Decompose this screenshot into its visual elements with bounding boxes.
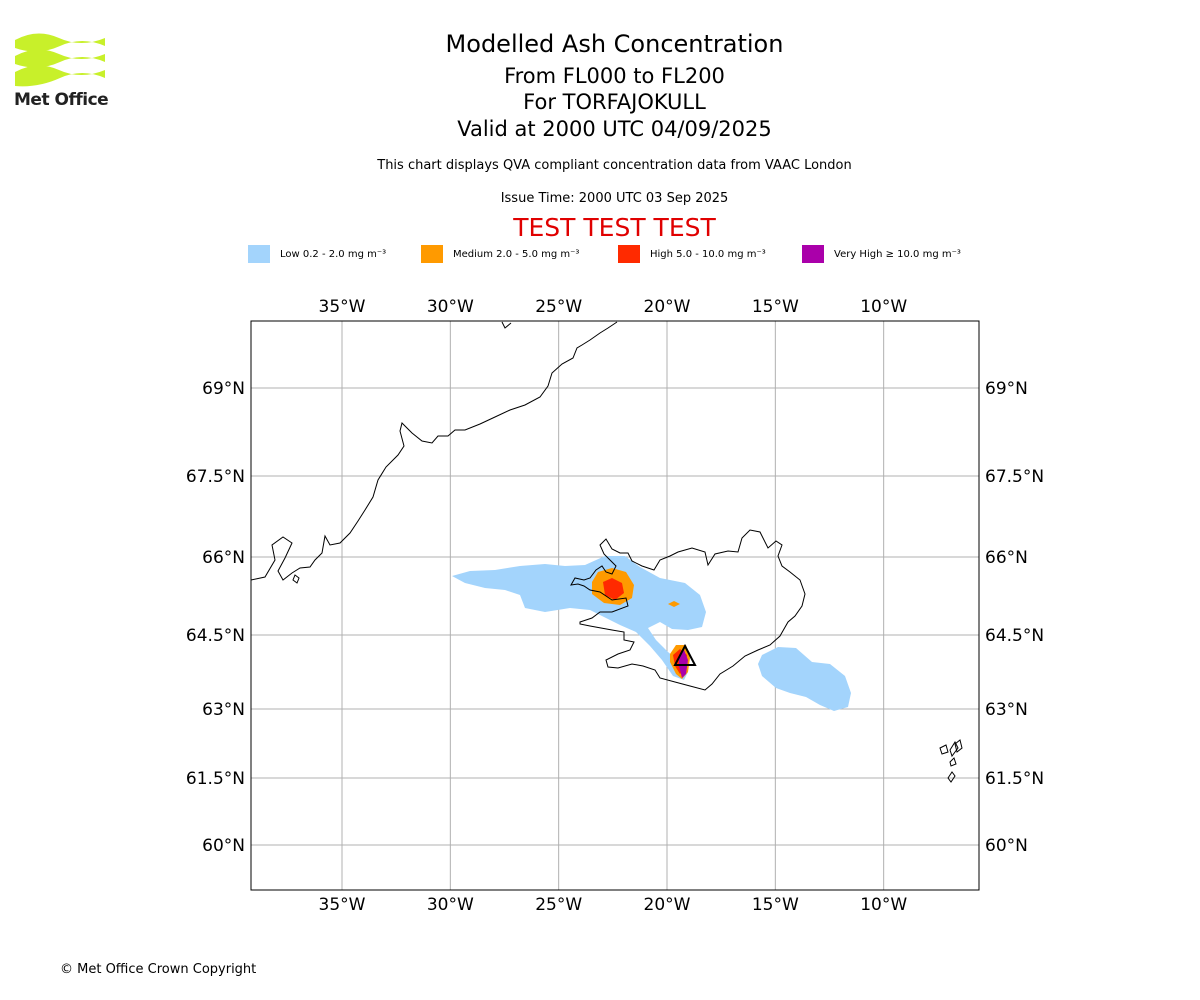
lat-tick-label-left: 66°N <box>202 548 245 568</box>
ash-zone-low-east <box>758 647 851 711</box>
legend-swatch-high <box>618 245 640 263</box>
legend-swatch-very-high <box>802 245 824 263</box>
lon-tick-label-bottom: 15°W <box>752 895 799 915</box>
faroe-island-1 <box>939 744 949 755</box>
legend-swatch-low <box>248 245 270 263</box>
iceland-coastline <box>570 529 806 691</box>
legend-item-high: High 5.0 - 10.0 mg m⁻³ <box>618 244 766 264</box>
faroe-island-3 <box>954 739 963 753</box>
faroe-island-4 <box>949 757 957 767</box>
lat-tick-label-right: 67.5°N <box>985 467 1044 487</box>
volcano-name: For TORFAJOKULL <box>523 90 706 114</box>
met-office-logo-waves <box>15 33 105 87</box>
lon-tick-label-top: 30°W <box>427 297 474 317</box>
lat-tick-label-left: 61.5°N <box>186 769 245 789</box>
legend-item-medium: Medium 2.0 - 5.0 mg m⁻³ <box>421 244 579 264</box>
small-island <box>292 574 300 584</box>
faroe-island-2 <box>949 740 959 758</box>
legend-label-high: High 5.0 - 10.0 mg m⁻³ <box>650 248 766 260</box>
legend-label-very-high: Very High ≥ 10.0 mg m⁻³ <box>834 248 961 260</box>
met-office-logo: Met Office <box>12 30 112 112</box>
lat-tick-label-right: 60°N <box>985 836 1028 856</box>
lon-tick-label-top: 20°W <box>644 297 691 317</box>
lon-tick-label-bottom: 25°W <box>535 895 582 915</box>
lat-tick-label-right: 66°N <box>985 548 1028 568</box>
greenland-coastline <box>251 321 618 581</box>
issue-time: Issue Time: 2000 UTC 03 Sep 2025 <box>500 191 729 206</box>
logo-text: Met Office <box>14 90 109 110</box>
tick-labels: 35°W 35°W 30°W 30°W 25°W 25°W 20°W 20°W 15°W 15°W… <box>186 297 1044 915</box>
legend-item-very-high: Very High ≥ 10.0 mg m⁻³ <box>802 244 961 264</box>
lon-tick-label-top: 35°W <box>319 297 366 317</box>
lon-tick-label-top: 15°W <box>752 297 799 317</box>
coastlines <box>251 321 963 783</box>
lat-tick-label-left: 64.5°N <box>186 626 245 646</box>
copyright-notice: © Met Office Crown Copyright <box>60 962 257 977</box>
lat-tick-label-left: 60°N <box>202 836 245 856</box>
lon-tick-label-bottom: 10°W <box>860 895 907 915</box>
lon-tick-label-bottom: 30°W <box>427 895 474 915</box>
legend-label-medium: Medium 2.0 - 5.0 mg m⁻³ <box>453 248 580 260</box>
lon-tick-label-bottom: 35°W <box>319 895 366 915</box>
lat-tick-label-right: 61.5°N <box>985 769 1044 789</box>
map-frame <box>250 320 980 891</box>
legend-item-low: Low 0.2 - 2.0 mg m⁻³ <box>248 244 386 264</box>
lon-tick-label-top: 25°W <box>535 297 582 317</box>
ash-zone-low-main <box>452 556 706 680</box>
flight-level-range: From FL000 to FL200 <box>504 64 725 88</box>
legend-label-low: Low 0.2 - 2.0 mg m⁻³ <box>280 248 387 260</box>
lat-tick-label-left: 63°N <box>202 700 245 720</box>
chart-title: Modelled Ash Concentration <box>445 30 784 58</box>
lat-tick-label-right: 63°N <box>985 700 1028 720</box>
lon-tick-label-top: 10°W <box>860 297 907 317</box>
triangle-icon <box>673 643 697 666</box>
faroe-island-5 <box>947 771 956 783</box>
ash-zone-medium-small <box>668 601 680 607</box>
lat-tick-label-left: 67.5°N <box>186 467 245 487</box>
valid-time: Valid at 2000 UTC 04/09/2025 <box>457 117 772 141</box>
chart-description: This chart displays QVA compliant concen… <box>377 158 852 173</box>
greenland-coastline-north <box>501 321 512 329</box>
lat-tick-label-right: 69°N <box>985 379 1028 399</box>
legend-swatch-medium <box>421 245 443 263</box>
lat-tick-label-right: 64.5°N <box>985 626 1044 646</box>
ash-zone-high-west <box>603 578 624 600</box>
lon-tick-label-bottom: 20°W <box>644 895 691 915</box>
test-banner: TEST TEST TEST <box>513 213 716 242</box>
lat-tick-label-left: 69°N <box>202 379 245 399</box>
